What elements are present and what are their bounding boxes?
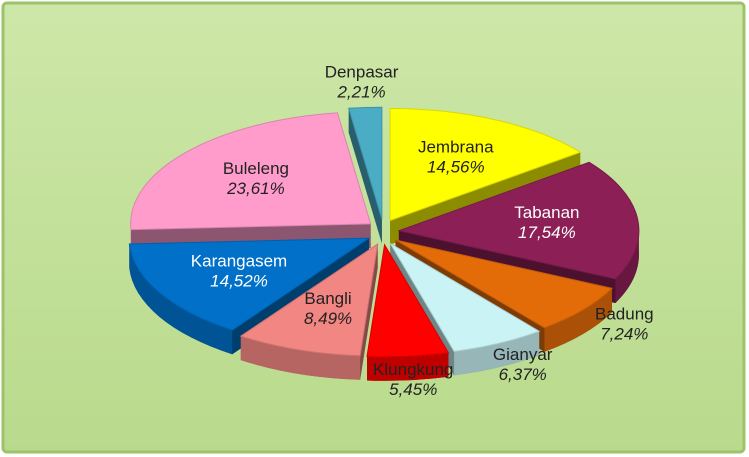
slice [395,239,614,329]
slice [348,106,383,220]
slice-value: 23,61% [226,179,285,198]
slice-side [544,288,612,352]
slice-value: 8,49% [304,309,352,328]
slice-edge [360,244,378,380]
slice-label: Tabanan [514,203,579,222]
slice-value: 7,24% [600,325,648,344]
slice-value: 6,37% [499,365,547,384]
slice-value: 2,21% [336,82,385,101]
slice-label: Bangli [304,289,351,308]
slice-value: 14,56% [427,158,485,177]
slice [397,161,640,280]
slice-side [129,244,233,355]
slice [128,237,371,331]
slice-label: Klungkung [373,360,453,379]
slice-label: Jembrana [418,138,494,157]
slice-side [615,230,639,304]
slice [389,242,541,352]
slice [366,243,450,358]
slice-value: 14,52% [210,271,268,290]
slice [130,112,372,231]
slice-value: 17,54% [518,223,576,242]
slice-side [240,336,361,380]
slice-label: Karangasem [191,251,287,270]
slice-label: Badung [595,305,654,324]
slice-side [367,352,449,381]
slice-label: Denpasar [325,62,399,81]
slice-label: Gianyar [493,345,553,364]
slice [389,108,582,222]
slice-side [454,331,540,376]
slice-label: Buleleng [223,159,289,178]
slice [239,243,379,357]
slice-edge [348,108,382,244]
slice-value: 5,45% [389,380,437,399]
